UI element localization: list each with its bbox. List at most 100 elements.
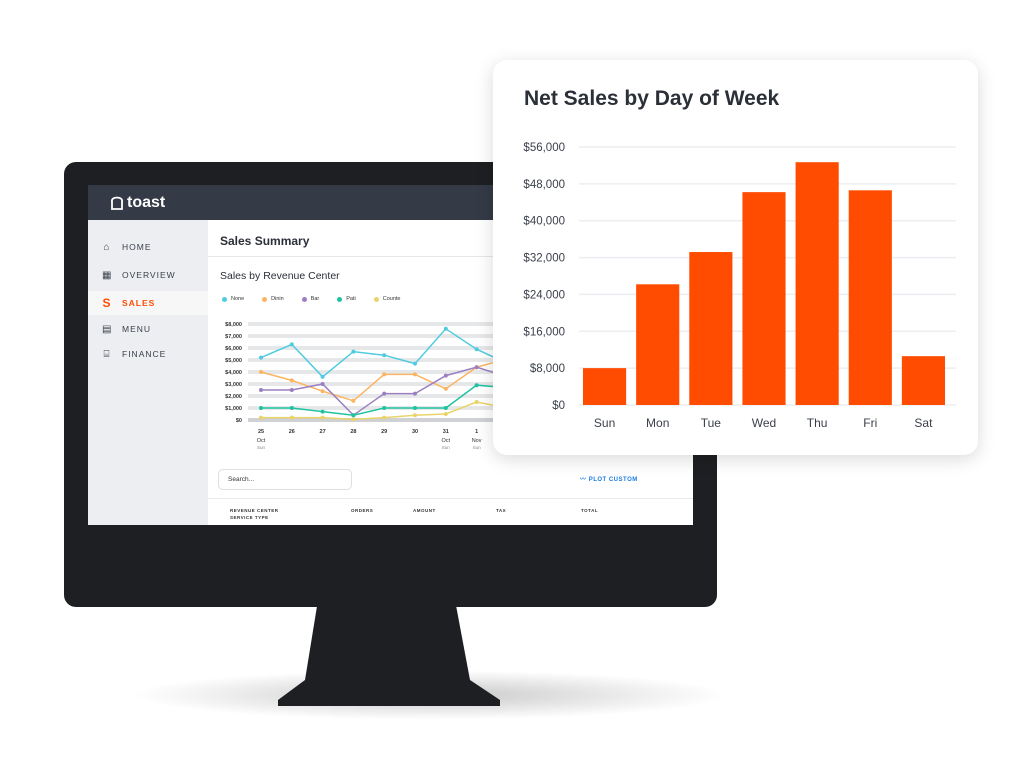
series-line	[261, 384, 508, 416]
legend-label: Bar	[310, 296, 320, 302]
x-tick-sublabel: Nov	[472, 438, 482, 444]
bar-chart-title: Net Sales by Day of Week	[524, 87, 780, 110]
sidebar-item-overview[interactable]: ▦ OVERVIEW	[88, 263, 208, 287]
legend-dot	[373, 296, 379, 302]
page-title: Sales Summary	[220, 234, 310, 248]
data-point	[320, 374, 325, 379]
data-point	[259, 370, 263, 374]
gridline	[248, 334, 693, 338]
data-point	[259, 415, 263, 420]
sidebar-item-sales[interactable]: S SALES	[88, 291, 208, 315]
legend-item[interactable]: Bar	[301, 296, 320, 302]
y-tick-label: $7,000	[225, 334, 242, 340]
x-tick-label: Sat	[914, 416, 933, 430]
data-point	[382, 406, 387, 410]
column-header-orders[interactable]: ORDERS	[351, 508, 374, 513]
header-label: REVENUE CENTER	[230, 508, 279, 513]
legend-dot	[222, 296, 227, 302]
sidebar-item-label: FINANCE	[122, 349, 167, 359]
y-tick-label: $6,000	[225, 346, 242, 352]
plot-custom-button[interactable]: 〰 PLOT CUSTOM	[580, 474, 638, 483]
toast-logo[interactable]: toast	[110, 194, 165, 212]
data-point	[320, 409, 325, 414]
sidebar: ⌂ HOME ▦ OVERVIEW S SALES ▤ MENU ⌸ FINANCE	[88, 220, 208, 525]
toast-logo-icon	[110, 196, 124, 210]
x-tick-label: Thu	[807, 416, 828, 430]
bar	[636, 284, 680, 405]
x-tick-label: 28	[350, 429, 356, 435]
bar	[742, 192, 786, 405]
y-tick-label: $40,000	[523, 216, 565, 228]
bar	[901, 356, 945, 405]
bar	[689, 252, 733, 405]
data-point	[320, 389, 325, 394]
data-point	[443, 373, 448, 378]
y-tick-label: $8,000	[225, 322, 242, 328]
legend-dot	[262, 296, 268, 302]
column-header-tax[interactable]: TAX	[496, 508, 507, 513]
data-point	[413, 361, 417, 366]
gridline	[248, 358, 693, 362]
sidebar-item-label: HOME	[122, 242, 152, 252]
data-point	[259, 406, 263, 410]
legend-label: Pati	[346, 296, 356, 302]
x-tick-label: 30	[412, 429, 418, 435]
document-icon: ▤	[102, 323, 113, 335]
data-point	[413, 372, 417, 377]
grid-icon: ▦	[102, 269, 113, 281]
data-point	[289, 378, 294, 383]
legend-item[interactable]: Pati	[337, 296, 356, 302]
sidebar-item-finance[interactable]: ⌸ FINANCE	[88, 342, 208, 366]
column-header-total[interactable]: TOTAL	[581, 508, 599, 513]
x-tick-label: Wed	[752, 416, 776, 430]
legend-dot	[301, 296, 307, 302]
line-chart-title: Sales by Revenue Center	[220, 270, 340, 282]
x-tick-sublabel: Sun	[442, 445, 451, 450]
y-tick-label: $56,000	[523, 142, 565, 154]
y-tick-label: $4,000	[225, 370, 242, 376]
data-point	[382, 391, 387, 396]
x-tick-label: Fri	[863, 416, 877, 430]
legend-item[interactable]: Counte	[373, 296, 401, 302]
legend-item[interactable]: None	[222, 296, 244, 302]
data-point	[259, 355, 263, 360]
x-tick-label: 27	[320, 429, 326, 435]
y-tick-label: $5,000	[225, 358, 242, 364]
data-point	[351, 398, 356, 403]
data-point	[443, 406, 448, 410]
data-point	[259, 388, 263, 392]
y-tick-label: $32,000	[523, 253, 565, 265]
x-tick-label: 26	[289, 429, 295, 435]
sidebar-item-menu[interactable]: ▤ MENU	[88, 317, 208, 341]
data-point	[351, 417, 356, 422]
gridline	[248, 406, 693, 410]
x-tick-label: 25	[258, 429, 264, 435]
bar	[848, 190, 892, 405]
data-point	[289, 388, 294, 392]
data-point	[443, 412, 448, 416]
y-tick-label: $1,000	[225, 406, 242, 412]
data-point	[413, 413, 417, 418]
x-tick-sublabel: Oct	[442, 438, 451, 444]
home-icon: ⌂	[103, 241, 111, 253]
header-label: SERVICE TYPE	[230, 515, 269, 520]
bar-chart: $0 $8,000 $16,000 $24,000 $32,000 $40,000 $48,…	[523, 142, 956, 430]
x-tick-label: 31	[443, 429, 449, 435]
sidebar-item-label: OVERVIEW	[122, 270, 176, 280]
data-point	[289, 415, 294, 420]
search-input[interactable]: Search...	[218, 469, 352, 490]
dollar-icon: S	[102, 296, 112, 310]
column-header-amount[interactable]: AMOUNT	[413, 508, 436, 513]
column-header-revenue-center[interactable]: REVENUE CENTER SERVICE TYPE	[230, 507, 279, 521]
legend-label: Counte	[382, 296, 401, 302]
x-tick-label: 29	[381, 429, 387, 435]
main-content: Sales Summary Sales by Revenue Center No…	[208, 220, 693, 525]
legend-item[interactable]: Dinin	[262, 296, 284, 302]
logo-text: toast	[127, 194, 166, 211]
bar	[795, 162, 839, 405]
data-point	[474, 400, 479, 404]
gridline	[248, 418, 693, 422]
divider	[208, 256, 693, 257]
sidebar-item-home[interactable]: ⌂ HOME	[88, 235, 208, 259]
